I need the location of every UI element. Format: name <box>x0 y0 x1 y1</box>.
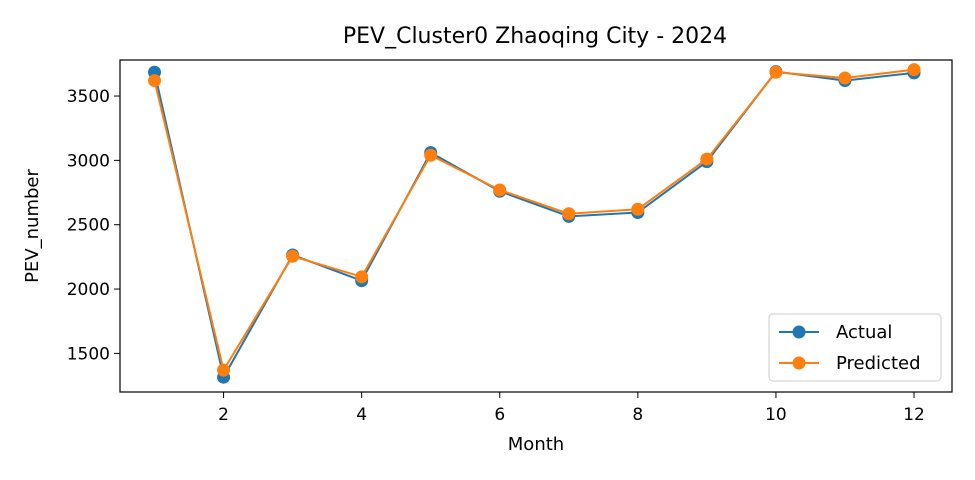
x-tick-label-10: 10 <box>765 405 787 425</box>
y-tick-label-3000: 3000 <box>67 151 110 171</box>
legend-item-actual: Actual <box>779 322 892 343</box>
x-tick-label-4: 4 <box>356 405 367 425</box>
legend-marker-actual <box>792 325 806 339</box>
x-axis-label: Month <box>508 434 564 455</box>
legend-marker-predicted <box>792 356 806 370</box>
data-point-predicted-9 <box>700 152 714 166</box>
data-point-predicted-5 <box>424 148 438 162</box>
y-tick-label-2500: 2500 <box>67 216 110 236</box>
data-point-predicted-2 <box>217 363 231 377</box>
data-point-predicted-12 <box>907 63 921 77</box>
y-tick-label-3500: 3500 <box>67 87 110 107</box>
y-axis-ticks: 1500 2000 2500 3000 3500 <box>67 87 120 364</box>
legend-label-actual: Actual <box>836 322 892 343</box>
legend-box <box>768 313 942 382</box>
data-point-predicted-7 <box>562 207 576 221</box>
x-axis-ticks: 2 4 6 8 10 12 <box>218 392 925 425</box>
y-tick-label-2000: 2000 <box>67 280 110 300</box>
x-tick-label-12: 12 <box>903 405 925 425</box>
x-tick-label-6: 6 <box>494 405 505 425</box>
data-point-predicted-4 <box>355 270 369 284</box>
legend-label-predicted: Predicted <box>836 353 921 374</box>
data-point-predicted-6 <box>493 183 507 197</box>
series-layer <box>148 63 921 384</box>
data-point-predicted-3 <box>286 249 300 263</box>
legend-item-predicted: Predicted <box>779 353 921 374</box>
chart-title: PEV_Cluster0 Zhaoqing City - 2024 <box>343 24 727 49</box>
plot-frame <box>119 59 953 393</box>
y-axis-label: PEV_number <box>22 169 43 283</box>
series-predicted <box>148 63 921 377</box>
data-point-predicted-10 <box>769 65 783 79</box>
series-line-predicted <box>153 68 915 372</box>
y-tick-label-1500: 1500 <box>67 344 110 364</box>
x-tick-label-2: 2 <box>218 405 229 425</box>
data-point-predicted-8 <box>631 202 645 216</box>
x-tick-label-8: 8 <box>632 405 643 425</box>
data-point-predicted-11 <box>838 71 852 85</box>
data-point-predicted-1 <box>148 74 162 88</box>
legend: Actual Predicted <box>768 313 942 382</box>
